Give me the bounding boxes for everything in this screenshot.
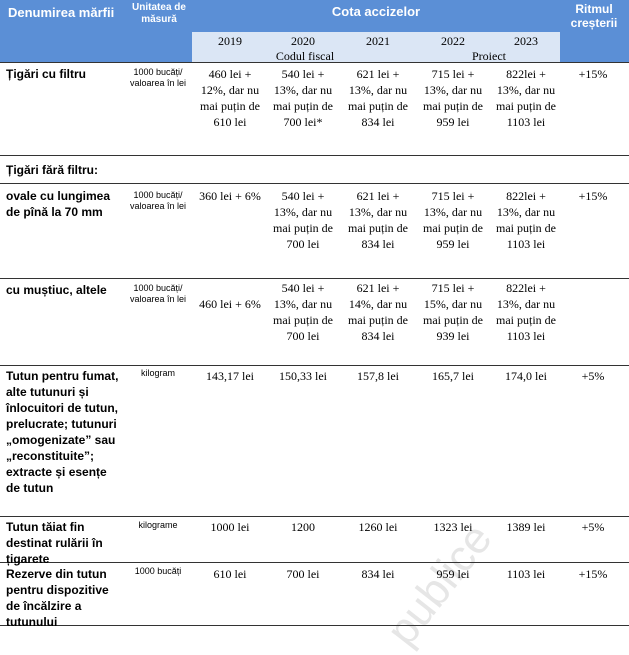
year-subheader-bg (192, 32, 560, 62)
growth-rate: +15% (578, 189, 608, 203)
header-rates: Cota accizelor (331, 4, 421, 19)
value-2019: 360 lei + 6% (199, 189, 261, 203)
value-2023: 174,0 lei (505, 369, 547, 383)
value-2022: 715 lei + 13%, dar nu mai puțin de 959 l… (423, 189, 483, 251)
value-2023: 822lei + 13%, dar nu mai puțin de 1103 l… (496, 189, 556, 251)
value-2019: 143,17 lei (206, 369, 254, 383)
value-2019: 460 lei + 12%, dar nu mai puțin de 610 l… (200, 67, 260, 129)
value-2023: 1389 lei (506, 520, 546, 534)
year-2023: 2023 (514, 34, 538, 48)
unit-cell: 1000 bucăți/ valoarea în lei (129, 190, 187, 211)
unit-cell: kilogram (140, 368, 175, 378)
row-separator (0, 183, 629, 184)
value-2020: 150,33 lei (279, 369, 327, 383)
unit-cell: 1000 bucăți/ valoarea în lei (129, 283, 187, 304)
value-2021: 621 lei + 14%, dar nu mai puțin de 834 l… (348, 281, 408, 343)
value-2023: 822lei + 13%, dar nu mai puțin de 1103 l… (496, 281, 556, 343)
value-2021: 157,8 lei (357, 369, 399, 383)
value-2022: 959 lei (436, 567, 470, 581)
value-2023: 1103 lei (506, 567, 546, 581)
unit-cell: 1000 bucăți/ valoarea în lei (129, 67, 187, 88)
value-2021: 834 lei (361, 567, 395, 581)
product-name: ovale cu lungimea de pînă la 70 mm (6, 189, 111, 219)
value-2019: 460 lei + 6% (199, 297, 261, 311)
value-2021: 621 lei + 13%, dar nu mai puțin de 834 l… (348, 189, 408, 251)
year-2019: 2019 (218, 34, 242, 48)
product-name: Țigări fără filtru: (6, 163, 99, 177)
row-separator (0, 62, 629, 63)
value-2020: 540 lei + 13%, dar nu mai puțin de 700 l… (273, 189, 333, 251)
project-label: Proiect (472, 49, 506, 63)
year-2022: 2022 (441, 34, 465, 48)
row-separator (0, 625, 629, 626)
product-name: Țigări cu filtru (6, 67, 87, 81)
product-name: Tutun pentru fumat, alte tutunuri și înl… (6, 369, 119, 495)
growth-rate: +15% (578, 567, 608, 581)
watermark-text: publice (377, 514, 502, 655)
value-2022: 715 lei + 15%, dar nu mai puțin de 939 l… (423, 281, 483, 343)
value-2020: 1200 (291, 520, 315, 534)
fiscal-code-label: Codul fiscal (275, 49, 335, 63)
product-name: cu muștiuc, altele (6, 283, 107, 297)
header-growth: Ritmul creșterii (570, 2, 618, 30)
row-separator (0, 516, 629, 517)
value-2022: 165,7 lei (432, 369, 474, 383)
product-name: Tutun tăiat fin destinat rulării în țiga… (6, 520, 103, 566)
year-2020: 2020 (291, 34, 315, 48)
value-2021: 1260 lei (358, 520, 398, 534)
row-separator (0, 278, 629, 279)
value-2019: 1000 lei (210, 520, 250, 534)
value-2019: 610 lei (213, 567, 247, 581)
value-2020: 700 lei (286, 567, 320, 581)
product-name: Rezerve din tutun pentru dispozitive de … (6, 567, 109, 629)
growth-rate: +5% (581, 369, 605, 383)
year-2021: 2021 (366, 34, 390, 48)
header-product: Denumirea mărfii (8, 5, 115, 20)
value-2020: 540 lei + 13%, dar nu mai puțin de 700 l… (273, 67, 333, 129)
value-2020: 540 lei + 13%, dar nu mai puțin de 700 l… (273, 281, 333, 343)
row-separator (0, 155, 629, 156)
row-separator (0, 562, 629, 563)
value-2022: 1323 lei (433, 520, 473, 534)
row-separator (0, 365, 629, 366)
growth-rate: +15% (578, 67, 608, 81)
header-unit: Unitatea de măsură (132, 2, 186, 25)
unit-cell: 1000 bucăți (134, 566, 182, 576)
growth-rate: +5% (581, 520, 605, 534)
value-2023: 822lei + 13%, dar nu mai puțin de 1103 l… (496, 67, 556, 129)
unit-cell: kilograme (138, 520, 178, 530)
value-2022: 715 lei + 13%, dar nu mai puțin de 959 l… (423, 67, 483, 129)
value-2021: 621 lei + 13%, dar nu mai puțin de 834 l… (348, 67, 408, 129)
